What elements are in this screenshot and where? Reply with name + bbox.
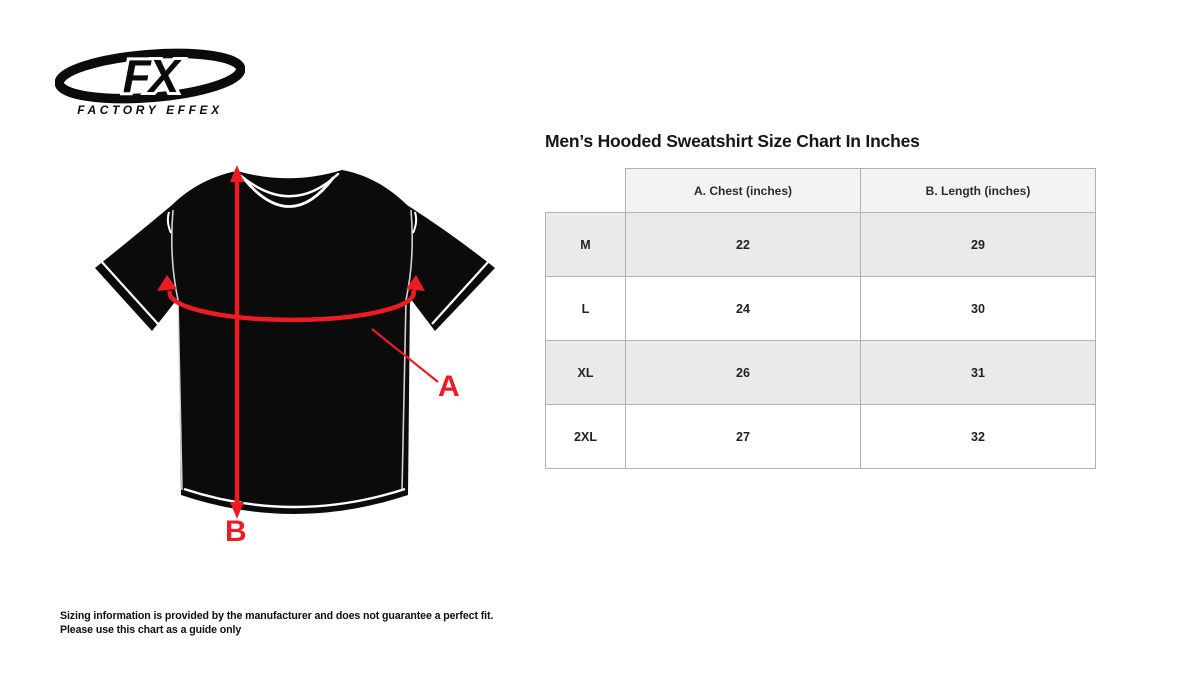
size-chart-title: Men’s Hooded Sweatshirt Size Chart In In… [545,131,920,151]
label-a-leader-line [371,328,439,383]
left-seam [170,209,183,491]
size-chart-table: A. Chest (inches) B. Length (inches) M 2… [545,168,1096,469]
table-row-l: L 24 30 [545,276,1096,341]
table-row-xl: XL 26 31 [545,340,1096,405]
size-cell: XL [545,340,626,405]
factory-effex-logo: FX FACTORY EFFEX [55,47,245,117]
table-corner-cell [545,168,626,213]
disclaimer-line-2: Please use this chart as a guide only [60,623,242,636]
length-cell: 30 [860,276,1096,341]
chest-cell: 24 [625,276,861,341]
length-cell: 31 [860,340,1096,405]
length-measure-arrow [230,165,244,519]
logo-monogram: FX [123,50,182,102]
logo-swoosh-ellipse [55,48,245,104]
tshirt-diagram: A B [95,165,495,548]
size-cell: L [545,276,626,341]
tshirt-body [95,170,495,514]
collar-trim-inner [243,176,335,208]
length-column-header: B. Length (inches) [860,168,1096,213]
chest-label: A [438,370,460,403]
right-cuff-trim [431,260,490,325]
chest-measure-arrow [157,275,439,383]
left-shoulder-highlight [166,211,172,234]
table-row-m: M 22 29 [545,212,1096,277]
table-row-2xl: 2XL 27 32 [545,404,1096,469]
length-cell: 29 [860,212,1096,277]
disclaimer-line-1: Sizing information is provided by the ma… [60,610,494,622]
chest-cell: 22 [625,212,861,277]
size-chart-section: Men’s Hooded Sweatshirt Size Chart In In… [545,131,1096,469]
chest-column-header: A. Chest (inches) [625,168,861,213]
table-header-row: A. Chest (inches) B. Length (inches) [545,168,1096,213]
length-label: B [225,515,247,548]
chest-cell: 26 [625,340,861,405]
right-shoulder-highlight [412,211,418,234]
logo-wordmark: FACTORY EFFEX [77,103,223,117]
right-seam [401,209,414,491]
size-cell: 2XL [545,404,626,469]
size-cell: M [545,212,626,277]
sizing-disclaimer: Sizing information is provided by the ma… [60,610,493,637]
hem-trim [183,487,406,509]
left-cuff-trim [100,260,159,325]
length-cell: 32 [860,404,1096,469]
chest-cell: 27 [625,404,861,469]
